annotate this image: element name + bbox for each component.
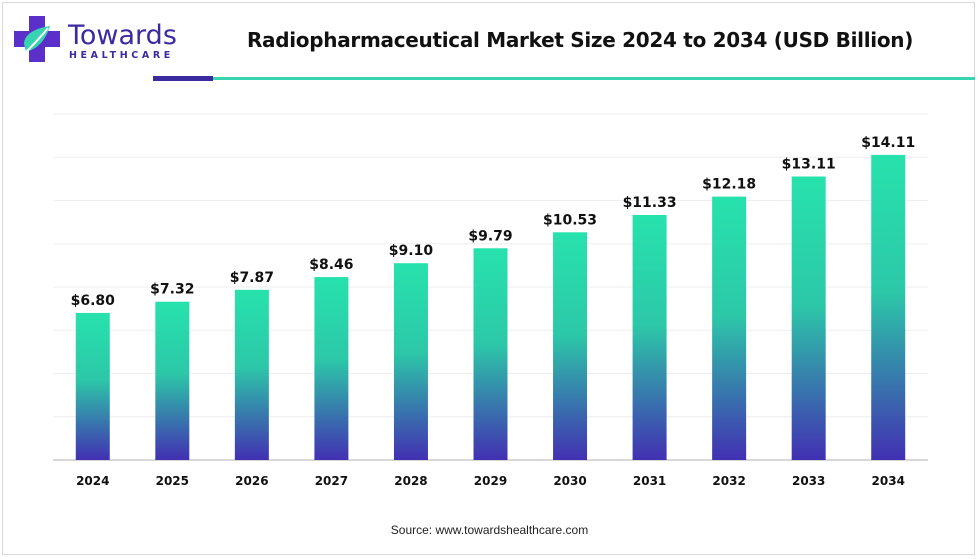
value-labels: $6.80 $7.32 $7.87 $8.46 $9.10 $9.79 $10.53 $11.…	[71, 135, 916, 309]
source-note: Source: www.towardshealthcare.com	[390, 523, 589, 537]
x-tick-2033: 2033	[792, 474, 825, 488]
cross-heart-icon	[14, 16, 60, 62]
value-label-2029: $9.79	[468, 228, 512, 244]
value-label-2025: $7.32	[150, 282, 194, 298]
bar-2027	[314, 277, 349, 460]
x-tick-labels: 2024 2025 2026 2027 2028 2029 2030 2031 2032 2033…	[76, 474, 905, 488]
chart-title: Radiopharmaceutical Market Size 2024 to …	[246, 28, 914, 52]
x-tick-2029: 2029	[474, 474, 507, 488]
value-label-2033: $13.11	[782, 156, 836, 172]
bar-2026	[234, 289, 269, 460]
header-rule-accent	[153, 76, 213, 81]
value-label-2032: $12.18	[702, 177, 756, 193]
x-tick-2034: 2034	[872, 474, 905, 488]
value-label-2028: $9.10	[389, 243, 434, 259]
bar-2029	[473, 248, 508, 460]
x-tick-2030: 2030	[553, 474, 586, 488]
bar-2031	[632, 214, 667, 460]
bar-2025	[155, 301, 190, 460]
brand-subname: HEALTHCARE	[69, 50, 174, 61]
x-tick-2025: 2025	[156, 474, 189, 488]
brand-logo: Towards HEALTHCARE	[12, 14, 182, 64]
bars	[75, 154, 906, 461]
brand-name: Towards	[68, 20, 177, 51]
bar-2024	[75, 312, 110, 460]
value-label-2027: $8.46	[309, 257, 353, 273]
value-label-2026: $7.87	[230, 270, 274, 286]
value-label-2034: $14.11	[861, 135, 915, 151]
x-tick-2024: 2024	[76, 474, 109, 488]
value-label-2030: $10.53	[543, 212, 597, 228]
x-tick-2031: 2031	[633, 474, 666, 488]
header-rule	[213, 77, 975, 80]
value-label-2024: $6.80	[71, 293, 116, 309]
x-tick-2026: 2026	[235, 474, 268, 488]
bar-2032	[712, 196, 747, 461]
bar-2034	[871, 154, 906, 460]
bar-2030	[553, 232, 588, 460]
x-tick-2032: 2032	[712, 474, 745, 488]
bar-2033	[791, 176, 826, 460]
x-tick-2028: 2028	[394, 474, 427, 488]
x-tick-2027: 2027	[315, 474, 348, 488]
bar-2028	[393, 263, 428, 460]
value-label-2031: $11.33	[623, 195, 677, 211]
